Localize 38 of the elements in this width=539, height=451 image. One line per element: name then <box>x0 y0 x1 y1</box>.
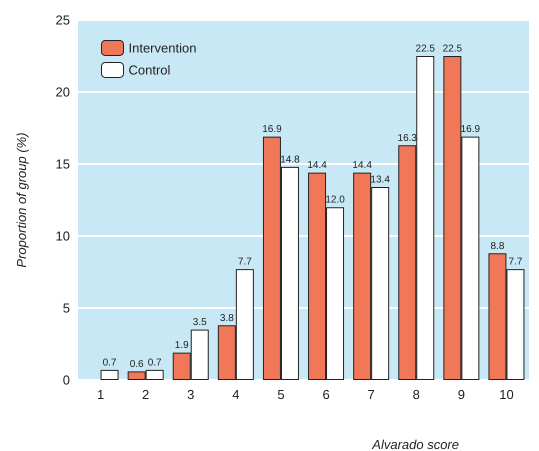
data-label: 3.5 <box>192 317 208 328</box>
y-tick-label: 15 <box>56 156 70 172</box>
data-label: 16.3 <box>398 132 418 144</box>
y-tick-label: 20 <box>56 84 70 100</box>
data-label: 0.7 <box>148 357 162 368</box>
data-label: 14.4 <box>307 160 328 172</box>
data-label: 0.6 <box>130 358 144 370</box>
x-tick-label: 5 <box>277 387 285 402</box>
legend-label: Intervention <box>128 40 196 56</box>
y-tick-label: 25 <box>56 12 70 28</box>
x-tick-label: 1 <box>96 387 104 402</box>
x-tick-label: 4 <box>232 387 240 402</box>
y-axis-title: Proportion of group (%) <box>14 132 29 268</box>
data-label: 7.7 <box>238 256 252 268</box>
y-tick-label: 10 <box>56 228 70 244</box>
x-tick-label: 10 <box>499 387 514 402</box>
data-label: 1.9 <box>174 340 190 352</box>
y-tick-label: 5 <box>62 300 70 316</box>
y-tick-label: 0 <box>62 372 70 388</box>
data-label: 8.8 <box>490 240 505 252</box>
data-label: 3.8 <box>220 312 234 324</box>
x-tick-label: 3 <box>187 387 194 402</box>
x-tick-label: 9 <box>458 387 465 402</box>
x-tick-label: 8 <box>412 387 420 402</box>
data-label: 0.7 <box>102 357 117 368</box>
data-label: 12.0 <box>325 194 346 206</box>
data-label: 7.7 <box>508 256 523 268</box>
data-label: 13.4 <box>370 174 390 186</box>
x-tick-label: 6 <box>322 387 330 402</box>
data-label: 22.5 <box>416 44 436 54</box>
x-tick-label: 7 <box>368 387 375 402</box>
data-label: 22.5 <box>442 44 463 54</box>
data-label: 16.9 <box>262 124 282 136</box>
legend-label: Control <box>128 62 171 78</box>
data-label: 14.4 <box>352 160 372 172</box>
x-axis-title: Alvarado score <box>371 437 459 451</box>
data-label: 14.8 <box>280 154 300 166</box>
x-tick-label: 2 <box>142 387 150 402</box>
